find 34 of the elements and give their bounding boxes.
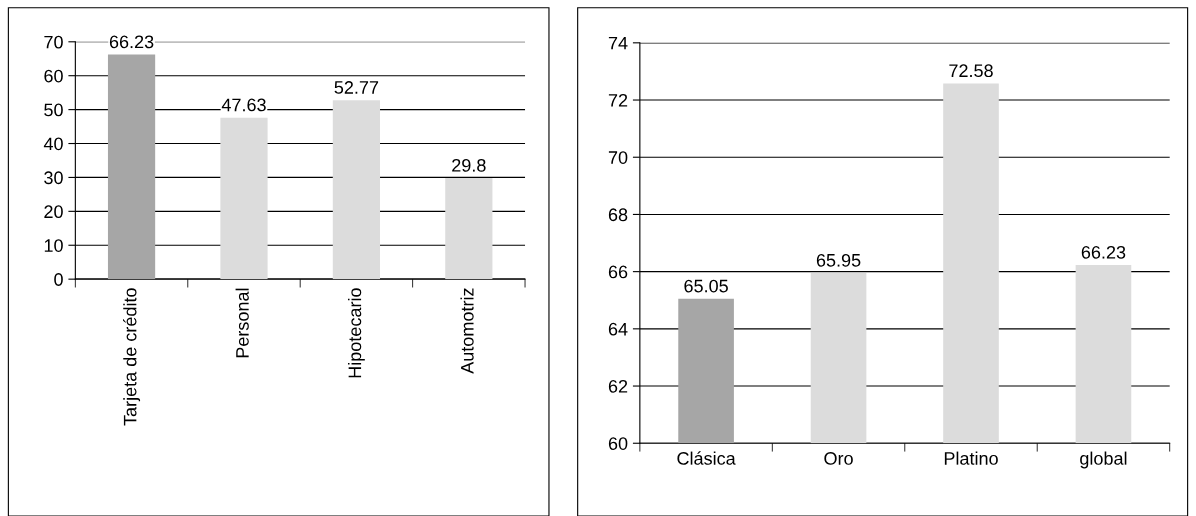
y-tick-label: 72 [608,93,628,107]
x-tick-label: global [1080,451,1127,469]
y-tick-label: 30 [44,171,63,185]
data-label: 29.8 [452,158,486,172]
y-tick-label: 66 [608,265,628,279]
y-tick-label: 40 [43,137,63,151]
data-label: 72.58 [949,64,993,78]
data-label: 47.63 [221,98,266,112]
y-tick-label: 0 [54,273,63,286]
y-tick-label: 62 [608,379,628,393]
x-tick-label: Clásica [677,451,736,465]
y-tick-label: 74 [608,36,628,50]
data-label: 52.77 [334,81,379,94]
x-tick-label: Platino [944,451,998,465]
y-tick-label: 20 [44,205,63,219]
y-tick-label: 64 [608,322,628,336]
y-tick-label: 70 [608,151,628,164]
x-tick-label: Tarjeta de crédito [123,288,141,426]
data-label: 66.23 [1081,245,1126,259]
data-label: 65.05 [684,279,728,293]
y-tick-label: 10 [44,239,63,252]
y-tick-label: 50 [44,103,63,117]
x-tick-label: Hipotecario [347,288,365,378]
bar [220,117,268,280]
y-tick-label: 60 [44,69,63,83]
y-tick-label: 68 [608,208,628,222]
x-tick-label: Oro [824,452,853,465]
data-label: 66.23 [109,35,154,49]
y-tick-label: 60 [608,437,628,450]
bar [107,54,156,280]
x-tick-label: Personal [235,288,249,358]
data-label: 65.95 [816,253,861,267]
x-tick-label: Automotriz [460,288,474,374]
y-tick-label: 70 [44,35,63,49]
